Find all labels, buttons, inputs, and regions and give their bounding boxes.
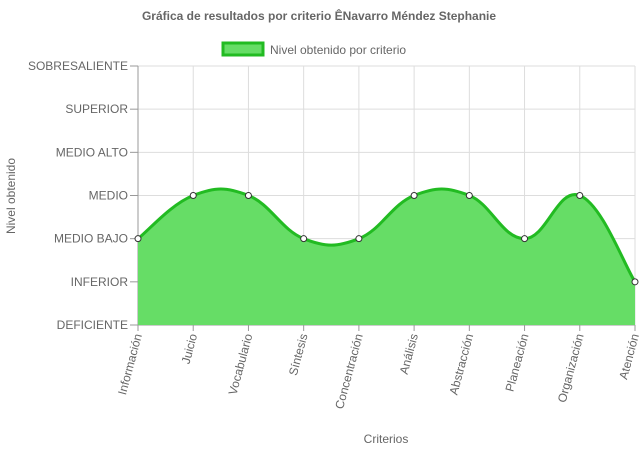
data-point[interactable] <box>410 192 418 199</box>
x-tick-label: Vocabulario <box>226 332 256 397</box>
x-tick-label: Atención <box>616 332 639 381</box>
y-axis-title: Nivel obtenido <box>4 158 18 234</box>
data-point[interactable] <box>576 192 584 199</box>
x-tick-label: Síntesis <box>286 332 311 377</box>
data-point[interactable] <box>300 235 308 243</box>
x-axis-ticks: Información Juicio Vocabulario Síntesis Conc… <box>115 325 639 411</box>
y-tick-label: SOBRESALIENTE <box>28 59 128 73</box>
data-point[interactable] <box>134 235 142 243</box>
x-tick-label: Abstracción <box>446 332 476 396</box>
legend-label: Nivel obtenido por criterio <box>270 43 406 57</box>
data-point[interactable] <box>355 235 363 243</box>
y-tick-label: DEFICIENTE <box>57 318 128 332</box>
x-tick-label: Organización <box>555 332 587 404</box>
x-tick-label: Juicio <box>179 332 201 366</box>
data-point[interactable] <box>521 235 529 243</box>
y-tick-label: SUPERIOR <box>65 102 128 116</box>
x-tick-label: Análisis <box>397 332 421 376</box>
x-tick-label: Información <box>115 332 145 396</box>
chart-title: Gráfica de resultados por criterio ÊNava… <box>142 8 496 23</box>
data-area <box>137 187 637 325</box>
y-tick-label: MEDIO ALTO <box>56 145 128 159</box>
area-fill <box>138 189 635 325</box>
y-tick-label: INFERIOR <box>71 275 129 289</box>
data-point[interactable] <box>631 278 639 286</box>
x-tick-label: Concentración <box>332 332 366 410</box>
legend-swatch <box>221 41 265 57</box>
data-points <box>134 192 639 286</box>
legend[interactable]: Nivel obtenido por criterio <box>221 41 406 57</box>
y-tick-label: MEDIO <box>89 189 128 203</box>
y-axis-ticks: DEFICIENTE INFERIOR MEDIO BAJO MEDIO MEDIO A… <box>28 59 138 332</box>
x-axis-title: Criterios <box>364 432 409 446</box>
data-point[interactable] <box>465 192 473 199</box>
y-tick-label: MEDIO BAJO <box>54 232 128 246</box>
data-point[interactable] <box>189 192 197 199</box>
x-tick-label: Planeación <box>503 332 532 393</box>
series-line <box>137 187 637 283</box>
data-point[interactable] <box>244 192 252 199</box>
